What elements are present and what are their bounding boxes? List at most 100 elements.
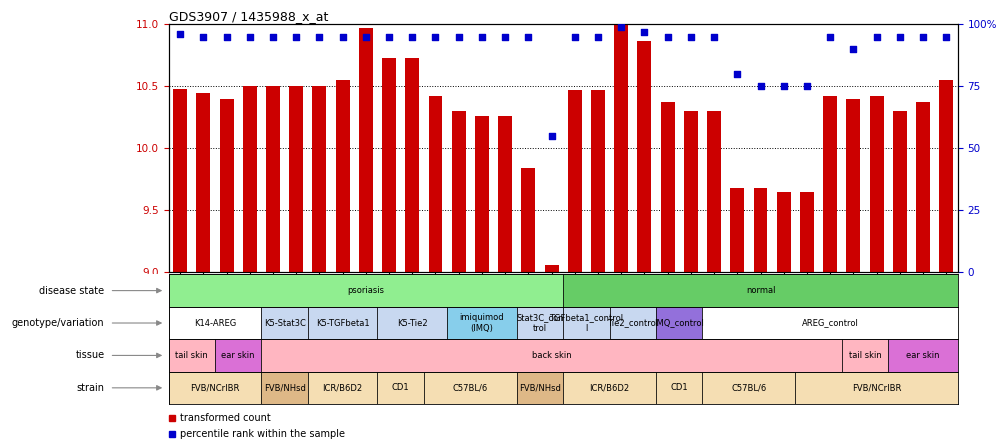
Bar — [266, 87, 280, 272]
Bar — [915, 103, 929, 272]
Text: FVB/NHsd: FVB/NHsd — [264, 383, 306, 392]
Bar — [424, 372, 516, 404]
Bar — [168, 372, 262, 404]
Bar — [563, 307, 609, 339]
Bar — [841, 339, 888, 372]
Text: tail skin: tail skin — [848, 351, 881, 360]
Bar — [498, 116, 512, 272]
Text: K5-Stat3C: K5-Stat3C — [264, 318, 306, 328]
Point — [822, 33, 838, 40]
Point — [752, 83, 768, 90]
Point — [682, 33, 698, 40]
Point — [427, 33, 443, 40]
Bar — [447, 307, 516, 339]
Point — [845, 46, 861, 53]
Text: ICR/B6D2: ICR/B6D2 — [589, 383, 629, 392]
Text: normal: normal — [745, 286, 775, 295]
Text: FVB/NCrIBR: FVB/NCrIBR — [190, 383, 239, 392]
Bar — [567, 90, 581, 272]
Bar — [938, 80, 952, 272]
Bar — [590, 90, 604, 272]
Bar — [516, 372, 563, 404]
Text: C57BL/6: C57BL/6 — [452, 383, 487, 392]
Bar — [563, 372, 655, 404]
Bar — [313, 87, 326, 272]
Point — [566, 33, 582, 40]
Text: FVB/NCrIBR: FVB/NCrIBR — [851, 383, 901, 392]
Bar — [869, 96, 883, 272]
Point — [358, 33, 374, 40]
Bar — [405, 58, 419, 272]
Bar — [289, 87, 303, 272]
Point — [891, 33, 907, 40]
Point — [218, 33, 234, 40]
Bar — [359, 28, 373, 272]
Bar — [214, 339, 262, 372]
Text: AREG_control: AREG_control — [801, 318, 858, 328]
Point — [612, 24, 628, 31]
Bar — [683, 111, 697, 272]
Point — [868, 33, 884, 40]
Bar — [776, 192, 790, 272]
Point — [799, 83, 815, 90]
Bar — [516, 307, 563, 339]
Text: transformed count: transformed count — [179, 413, 271, 423]
Point — [450, 33, 466, 40]
Point — [404, 33, 420, 40]
Text: psoriasis: psoriasis — [347, 286, 384, 295]
Bar — [377, 307, 447, 339]
Bar — [660, 103, 674, 272]
Point — [195, 33, 211, 40]
Point — [172, 31, 188, 38]
Point — [705, 33, 721, 40]
Bar — [521, 168, 535, 272]
Text: percentile rank within the sample: percentile rank within the sample — [179, 428, 345, 439]
Bar — [168, 274, 563, 307]
Bar — [544, 265, 558, 272]
Text: K5-Tie2: K5-Tie2 — [397, 318, 427, 328]
Point — [473, 33, 489, 40]
Bar — [655, 372, 701, 404]
Bar — [823, 96, 837, 272]
Bar — [563, 274, 957, 307]
Text: ICR/B6D2: ICR/B6D2 — [323, 383, 363, 392]
Text: CD1: CD1 — [392, 383, 409, 392]
Bar — [655, 307, 701, 339]
Bar — [173, 89, 187, 272]
Bar — [892, 111, 906, 272]
Bar — [701, 307, 957, 339]
Point — [311, 33, 327, 40]
Point — [265, 33, 281, 40]
Text: CD1: CD1 — [669, 383, 687, 392]
Text: C57BL/6: C57BL/6 — [730, 383, 766, 392]
Text: K5-TGFbeta1: K5-TGFbeta1 — [316, 318, 369, 328]
Bar — [196, 92, 210, 272]
Bar — [168, 339, 214, 372]
Bar — [308, 307, 377, 339]
Bar — [219, 99, 233, 272]
Bar — [846, 99, 860, 272]
Bar — [637, 40, 650, 272]
Bar — [428, 96, 442, 272]
Text: tail skin: tail skin — [175, 351, 207, 360]
Bar — [336, 80, 350, 272]
Point — [728, 71, 744, 78]
Point — [589, 33, 605, 40]
Point — [497, 33, 513, 40]
Text: ear skin: ear skin — [906, 351, 939, 360]
Text: K14-AREG: K14-AREG — [193, 318, 235, 328]
Bar — [888, 339, 957, 372]
Point — [914, 33, 930, 40]
Point — [636, 28, 652, 36]
Point — [659, 33, 675, 40]
Text: Stat3C_con
trol: Stat3C_con trol — [516, 313, 563, 333]
Text: disease state: disease state — [39, 285, 104, 296]
Text: tissue: tissue — [75, 350, 104, 361]
Bar — [242, 87, 257, 272]
Bar — [795, 372, 957, 404]
Bar — [451, 111, 465, 272]
Bar — [377, 372, 424, 404]
Text: FVB/NHsd: FVB/NHsd — [518, 383, 560, 392]
Text: imiquimod
(IMQ): imiquimod (IMQ) — [459, 313, 504, 333]
Bar — [729, 188, 743, 272]
